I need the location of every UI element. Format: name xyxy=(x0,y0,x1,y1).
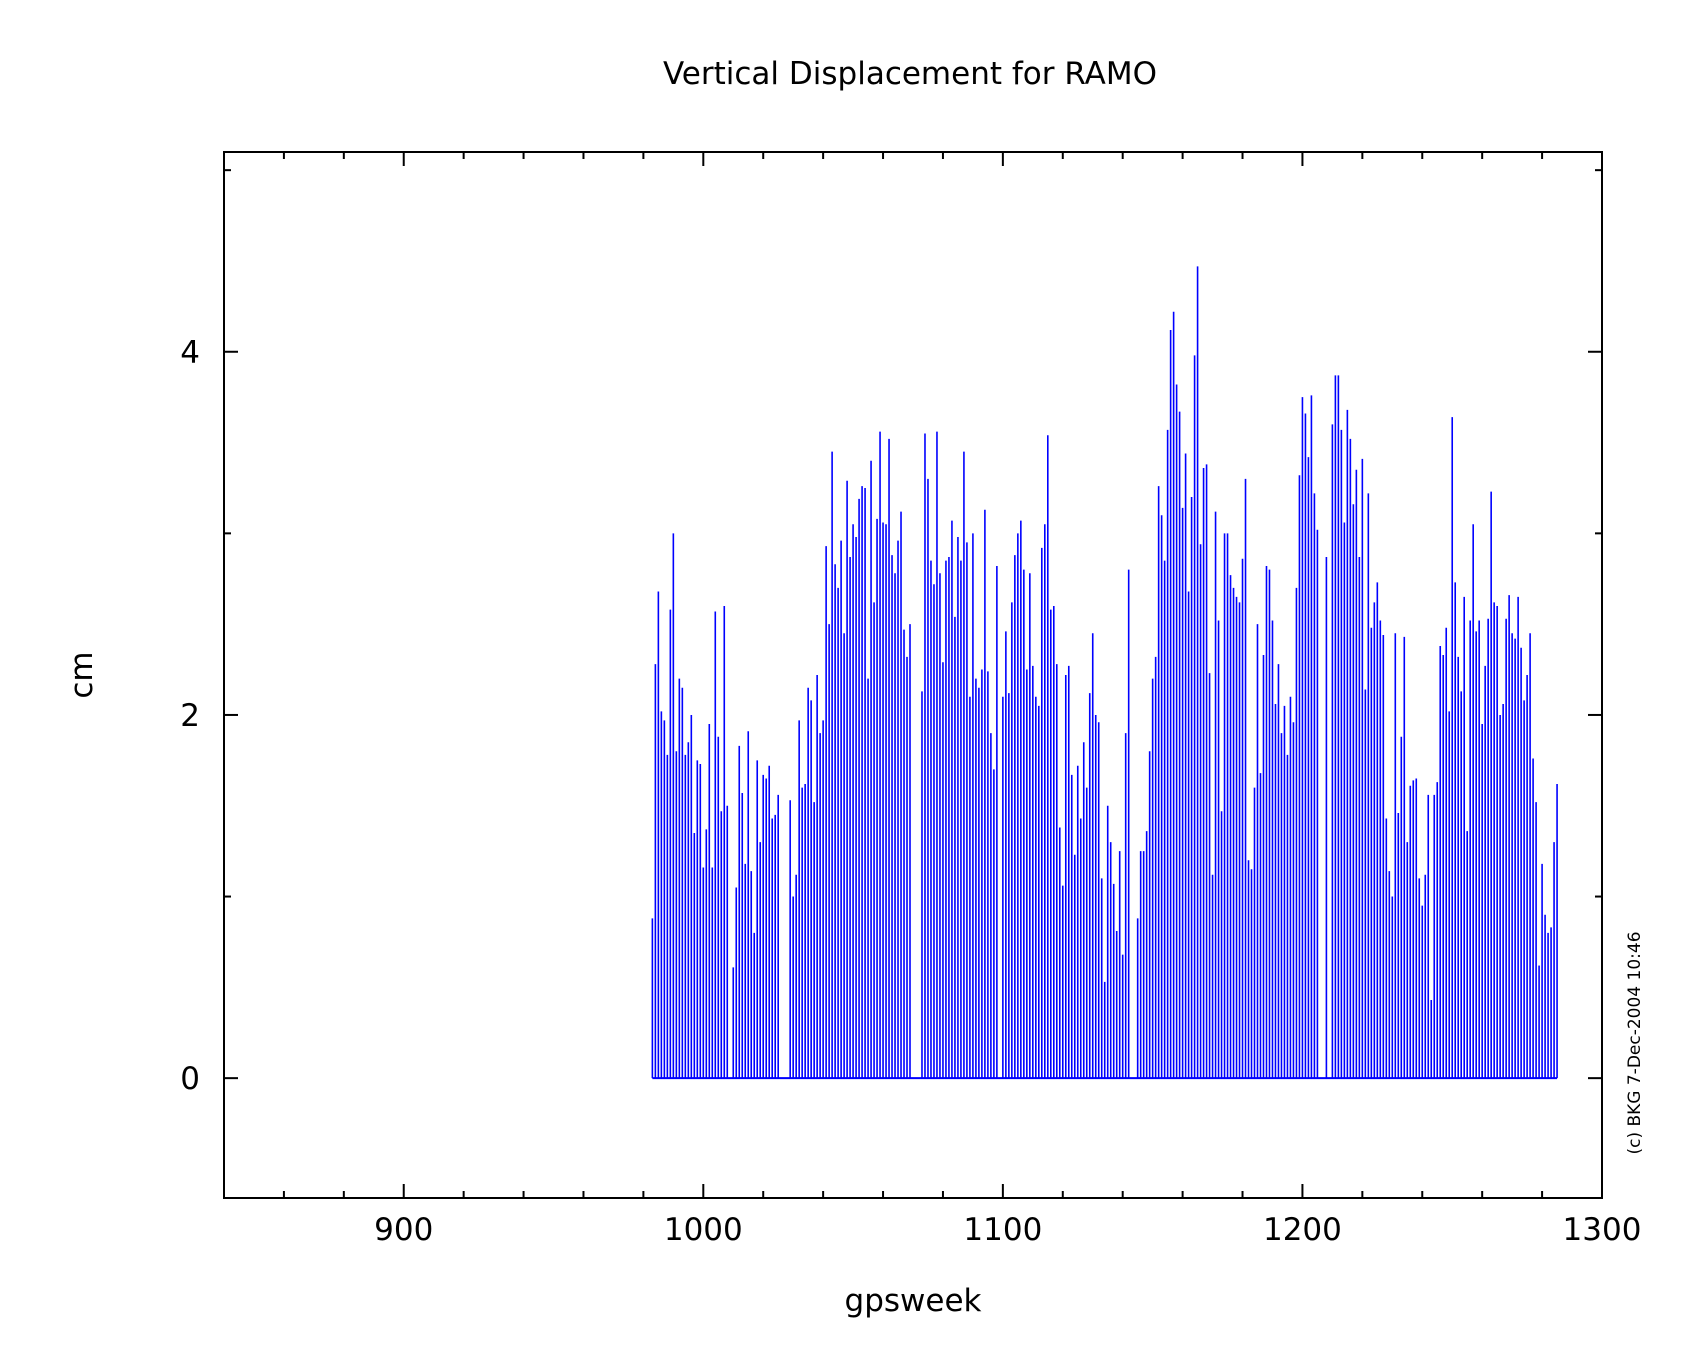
y-tick-label: 0 xyxy=(180,1061,200,1097)
x-tick-label: 1100 xyxy=(963,1212,1042,1248)
y-tick-label: 2 xyxy=(180,698,200,734)
x-tick-label: 900 xyxy=(374,1212,433,1248)
bars-layer xyxy=(651,266,1558,1080)
x-tick-label: 1200 xyxy=(1263,1212,1342,1248)
chart-title: Vertical Displacement for RAMO xyxy=(663,56,1157,92)
y-tick-label: 4 xyxy=(180,335,200,371)
x-tick-label: 1000 xyxy=(664,1212,743,1248)
x-tick-labels: 900 1000 1100 1200 1300 xyxy=(374,1212,1641,1248)
copyright-stamp: (c) BKG 7-Dec-2004 10:46 xyxy=(1625,931,1645,1154)
plot-frame xyxy=(223,151,1603,1199)
x-tick-label: 1300 xyxy=(1563,1212,1642,1248)
y-tick-labels: 0 2 4 xyxy=(180,335,200,1097)
x-axis-label: gpsweek xyxy=(845,1283,982,1319)
y-axis-label: cm xyxy=(64,651,100,698)
